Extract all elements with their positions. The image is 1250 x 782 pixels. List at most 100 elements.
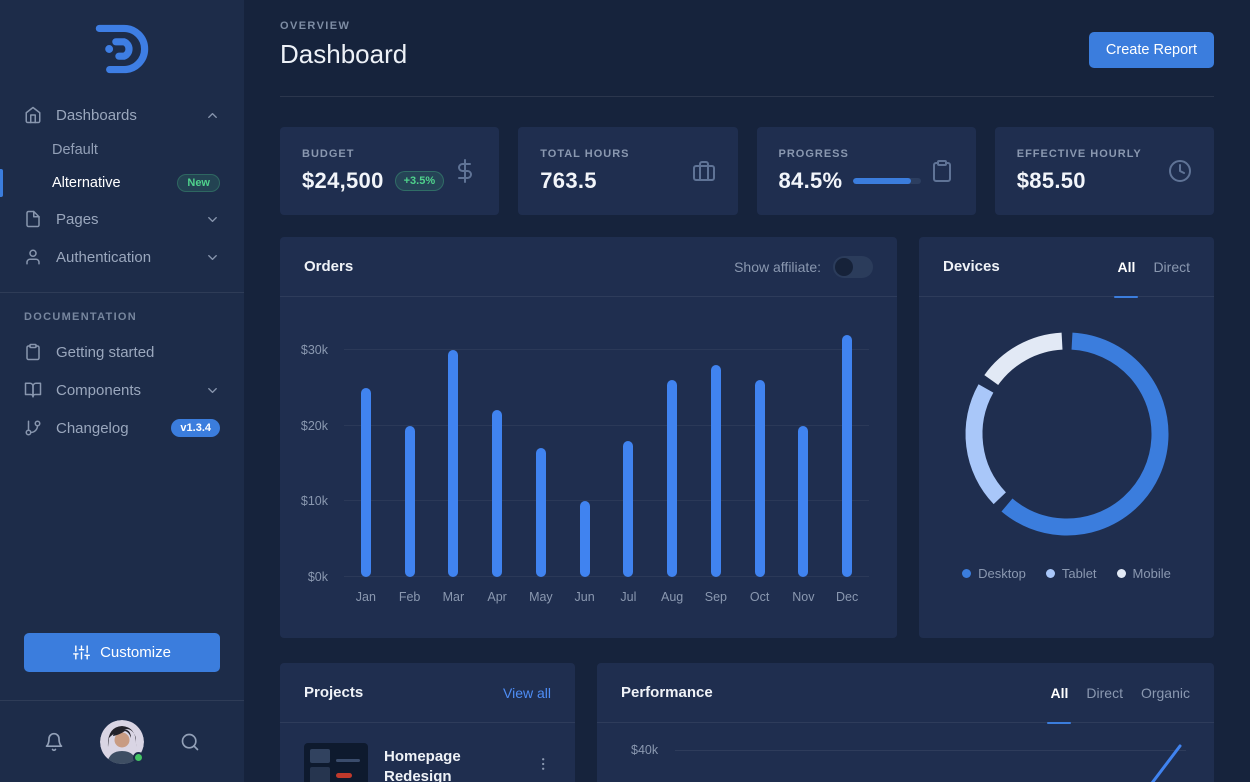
performance-card: Performance All Direct Organic $40k [597, 663, 1214, 782]
change-badge: +3.5% [394, 171, 445, 191]
stat-label: EFFECTIVE HOURLY [1016, 148, 1142, 160]
y-axis-tick-label: $40k [631, 743, 659, 757]
logo-icon [95, 24, 149, 74]
orders-card-title: Orders [304, 258, 354, 275]
performance-line-chart: $40k [631, 735, 1186, 782]
bar-column [738, 327, 782, 577]
clock-icon [1168, 159, 1192, 183]
x-axis-tick-label: Apr [487, 590, 507, 604]
brand-logo[interactable] [0, 0, 244, 96]
x-axis-tick-label: Jun [574, 590, 595, 604]
stat-value: $24,500 [302, 168, 384, 193]
sidebar-item-label: Authentication [56, 248, 152, 266]
sidebar-item-authentication[interactable]: Authentication [0, 238, 244, 276]
avatar-image [100, 719, 144, 764]
progress-bar [853, 178, 922, 184]
show-affiliate-toggle[interactable] [833, 255, 873, 278]
stat-label: TOTAL HOURS [540, 148, 630, 160]
stat-value: 763.5 [540, 168, 597, 193]
sidebar: Dashboards Default Alternative New Pages… [0, 0, 244, 782]
x-axis-tick-label: Jul [620, 590, 637, 604]
legend-dot [962, 569, 972, 578]
tab-direct[interactable]: Direct [1153, 258, 1190, 275]
sidebar-item-label: Changelog [56, 419, 129, 437]
bar-column [432, 327, 476, 577]
stat-card-progress: PROGRESS 84.5% [756, 127, 976, 215]
progress-bar-fill [853, 178, 911, 184]
bar-nov [798, 425, 809, 577]
avatar[interactable] [100, 719, 144, 764]
version-badge: v1.3.4 [171, 419, 220, 437]
tab-all[interactable]: All [1118, 237, 1136, 297]
more-vertical-icon[interactable] [535, 755, 551, 773]
home-icon [24, 106, 42, 124]
legend-dot [1045, 569, 1055, 578]
show-affiliate-label: Show affiliate: [734, 258, 821, 275]
sidebar-item-changelog[interactable]: Changelog v1.3.4 [0, 409, 244, 447]
create-report-button[interactable]: Create Report [1088, 32, 1214, 68]
customize-button[interactable]: Customize [24, 633, 220, 672]
toggle-knob [835, 257, 853, 276]
sidebar-item-components[interactable]: Components [0, 371, 244, 409]
bar-column [782, 327, 826, 577]
bar-jul [623, 440, 634, 577]
x-axis-tick-label: Oct [749, 590, 770, 604]
legend-label: Mobile [1132, 566, 1171, 581]
bar-column [475, 327, 519, 577]
sidebar-item-dashboards[interactable]: Dashboards [0, 96, 244, 134]
bar-column [388, 327, 432, 577]
bar-feb [404, 425, 415, 577]
project-title: Homepage Redesign [384, 748, 461, 782]
bar-oct [754, 380, 765, 577]
bell-icon[interactable] [44, 732, 64, 752]
stat-label: BUDGET [302, 148, 355, 160]
user-icon [24, 248, 42, 266]
sidebar-item-getting-started[interactable]: Getting started [0, 333, 244, 371]
legend-dot [1116, 569, 1126, 578]
briefcase-icon [692, 159, 716, 183]
dollar-icon [453, 159, 477, 183]
search-icon[interactable] [180, 732, 200, 752]
x-axis-tick-label: Sep [704, 590, 727, 604]
projects-card-title: Projects [304, 684, 364, 701]
stats-row: BUDGET $24,500 +3.5% TOTAL HOURS 763.5 [280, 127, 1214, 215]
page-eyebrow: OVERVIEW [280, 20, 351, 32]
x-axis-tick-label: Jan [355, 590, 376, 604]
devices-card: Devices All Direct Desktop Tablet Mobile [919, 237, 1214, 638]
donut-segment-tablet [965, 332, 1168, 536]
x-axis-labels: Jan Feb Mar Apr May Jun Jul Aug Sep Oct Nov Dec [344, 590, 869, 604]
bar-column [344, 327, 388, 577]
x-axis-tick-label: Nov [792, 590, 815, 604]
projects-card: Projects View all Homepage Redesign [280, 663, 575, 782]
sidebar-section-label: DOCUMENTATION [0, 292, 244, 333]
tab-all[interactable]: All [1051, 663, 1069, 723]
view-all-link[interactable]: View all [503, 684, 551, 701]
online-status-dot [133, 751, 144, 763]
sliders-icon [73, 644, 91, 661]
sidebar-item-label: Dashboards [56, 106, 137, 124]
y-axis-tick-label: $30k [300, 342, 328, 357]
project-list-item[interactable]: Homepage Redesign [280, 723, 575, 782]
main-content: OVERVIEW Dashboard Create Report BUDGET … [244, 0, 1250, 782]
gridline [344, 576, 869, 577]
y-axis-tick-label: $0k [307, 570, 328, 584]
page-title: Dashboard [280, 39, 408, 69]
legend-label: Desktop [978, 566, 1026, 581]
sidebar-item-label: Getting started [56, 343, 155, 361]
sidebar-item-label: Pages [56, 210, 99, 228]
sidebar-item-label: Alternative [52, 175, 121, 191]
x-axis-tick-label: Aug [661, 590, 684, 604]
tab-direct[interactable]: Direct [1086, 684, 1123, 701]
sidebar-item-label: Components [56, 381, 142, 399]
chevron-down-icon [205, 250, 220, 265]
sidebar-item-label: Default [52, 142, 98, 158]
project-thumbnail [304, 743, 368, 782]
sidebar-item-alternative[interactable]: Alternative New [0, 166, 244, 200]
tab-organic[interactable]: Organic [1140, 684, 1190, 701]
legend-label: Tablet [1061, 566, 1097, 581]
sidebar-item-default[interactable]: Default [0, 134, 244, 166]
devices-legend: Desktop Tablet Mobile [919, 566, 1214, 581]
gridline [344, 424, 869, 426]
sidebar-item-pages[interactable]: Pages [0, 200, 244, 238]
